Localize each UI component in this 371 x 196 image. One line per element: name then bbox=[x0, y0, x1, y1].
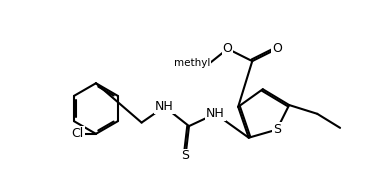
Text: Cl: Cl bbox=[72, 127, 84, 140]
Text: NH: NH bbox=[155, 100, 174, 113]
Text: NH: NH bbox=[206, 107, 225, 120]
Text: S: S bbox=[273, 123, 281, 136]
Text: O: O bbox=[272, 42, 282, 55]
Text: O: O bbox=[223, 42, 233, 55]
Text: S: S bbox=[181, 150, 190, 162]
Text: methyl: methyl bbox=[174, 58, 210, 68]
